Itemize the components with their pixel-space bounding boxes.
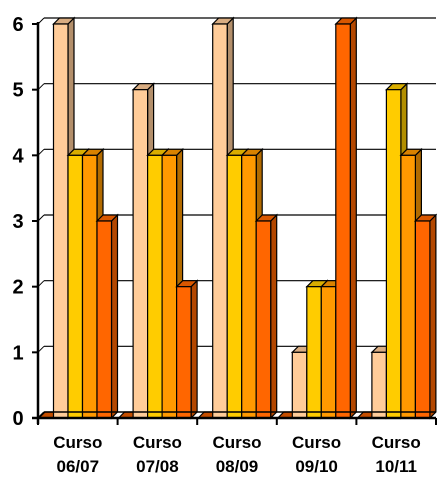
bar (334, 16, 358, 420)
y-tick-label: 6 (12, 14, 23, 36)
x-tick-label: Curso 10/11 (372, 433, 421, 476)
x-tick-label: Curso 07/08 (133, 433, 182, 476)
bar (95, 213, 119, 420)
x-tick-label: Curso 09/10 (292, 433, 341, 476)
bar (413, 213, 437, 420)
bars (37, 16, 437, 420)
axes (32, 22, 437, 425)
y-tick-label: 1 (12, 342, 23, 364)
x-tick-label: Curso 08/09 (212, 433, 261, 476)
y-tick-label: 3 (12, 211, 23, 233)
bar (254, 213, 279, 420)
x-axis-depth (37, 411, 45, 419)
bar (175, 279, 199, 420)
y-tick-label: 5 (12, 80, 23, 102)
y-tick-labels: 0 1 2 3 4 5 6 (12, 14, 24, 430)
x-tick-labels: Curso 06/07 Curso 07/08 Curso 08/09 Curso 09/10… (53, 433, 421, 476)
y-tick-label: 2 (12, 277, 23, 299)
x-tick-label: Curso 06/07 (53, 433, 102, 476)
y-tick-label: 4 (12, 145, 24, 167)
y-tick-label: 0 (12, 408, 23, 430)
